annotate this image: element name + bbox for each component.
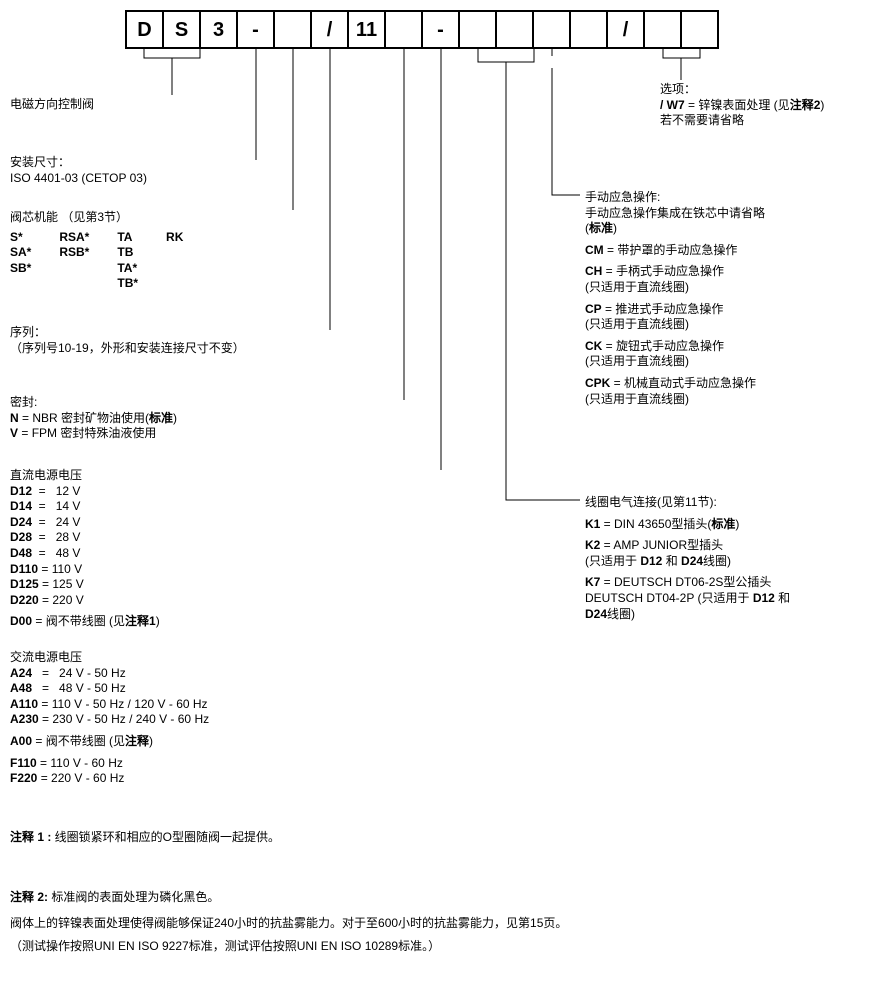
spool-code: RK bbox=[166, 230, 183, 246]
note-2-p1: 阀体上的锌镍表面处理使得阀能够保证240小时的抗盐雾能力。对于至600小时的抗盐… bbox=[10, 916, 850, 932]
code-box bbox=[680, 10, 719, 49]
option-omit: 若不需要请省略 bbox=[660, 113, 860, 129]
code-box: D bbox=[125, 10, 164, 49]
note: (只适用于 D12 和 D24线圈) bbox=[585, 554, 865, 570]
heading: 选项： bbox=[660, 82, 860, 98]
code-box: 3 bbox=[199, 10, 238, 49]
section-dc-voltage: 直流电源电压 D12 = 12 VD14 = 14 VD24 = 24 VD28… bbox=[10, 468, 160, 630]
code-box: / bbox=[606, 10, 645, 49]
spool-code: S* bbox=[10, 230, 31, 246]
voltage-row: A48 = 48 V - 50 Hz bbox=[10, 681, 209, 697]
ordering-code-diagram: D S 3 - / 11 - / bbox=[0, 0, 878, 984]
voltage-row: D125 = 125 V bbox=[10, 577, 160, 593]
section-ac-voltage: 交流电源电压 A24 = 24 V - 50 HzA48 = 48 V - 50… bbox=[10, 650, 209, 787]
code-box bbox=[532, 10, 571, 49]
text: 手动应急操作集成在铁芯中请省略 (标准) bbox=[585, 206, 865, 237]
code-box bbox=[458, 10, 497, 49]
note: (只适用于直流线圈) bbox=[585, 354, 865, 370]
code-box: S bbox=[162, 10, 201, 49]
heading: 序列： bbox=[10, 325, 245, 341]
heading: 交流电源电压 bbox=[10, 650, 209, 666]
code-box: - bbox=[421, 10, 460, 49]
heading: 手动应急操作: bbox=[585, 190, 865, 206]
note: (只适用于直流线圈) bbox=[585, 280, 865, 296]
spool-code: SA* bbox=[10, 245, 31, 261]
label-valve-type: 电磁方向控制阀 bbox=[10, 97, 94, 113]
code-box bbox=[273, 10, 312, 49]
section-spool: 阀芯机能 （见第3节） S* SA* SB* RSA* RSB* TA TB T… bbox=[10, 210, 183, 292]
seal-row: N = NBR 密封矿物油使用(标准) bbox=[10, 411, 177, 427]
section-mounting: 安装尺寸： ISO 4401-03 (CETOP 03) bbox=[10, 155, 147, 186]
code-box bbox=[495, 10, 534, 49]
coil-row: K2 = AMP JUNIOR型插头 bbox=[585, 538, 865, 554]
voltage-row: A110 = 110 V - 50 Hz / 120 V - 60 Hz bbox=[10, 697, 209, 713]
code-box bbox=[643, 10, 682, 49]
note-2-p2: （测试操作按照UNI EN ISO 9227标准，测试评估按照UNI EN IS… bbox=[10, 939, 850, 955]
spool-code: TB bbox=[117, 245, 138, 261]
note-2: 注释 2: 标准阀的表面处理为磷化黑色。 阀体上的锌镍表面处理使得阀能够保证24… bbox=[10, 890, 850, 955]
heading: 密封: bbox=[10, 395, 177, 411]
section-manual-override: 手动应急操作: 手动应急操作集成在铁芯中请省略 (标准) CM = 带护罩的手动… bbox=[585, 190, 865, 407]
override-row: CK = 旋钮式手动应急操作 bbox=[585, 339, 865, 355]
voltage-row: D28 = 28 V bbox=[10, 530, 160, 546]
seal-row: V = FPM 密封特殊油液使用 bbox=[10, 426, 177, 442]
override-row: CH = 手柄式手动应急操作 bbox=[585, 264, 865, 280]
heading: 阀芯机能 （见第3节） bbox=[10, 210, 183, 226]
code-box: 11 bbox=[347, 10, 386, 49]
voltage-row: D24 = 24 V bbox=[10, 515, 160, 531]
voltage-row: F220 = 220 V - 60 Hz bbox=[10, 771, 209, 787]
note: (只适用于直流线圈) bbox=[585, 392, 865, 408]
section-coil-connection: 线圈电气连接(见第11节): K1 = DIN 43650型插头(标准) K2 … bbox=[585, 495, 865, 622]
note-1: 注释 1 : 线圈锁紧环和相应的O型圈随阀一起提供。 bbox=[10, 830, 310, 846]
override-row: CP = 推进式手动应急操作 bbox=[585, 302, 865, 318]
voltage-row: D110 = 110 V bbox=[10, 562, 160, 578]
code-boxes: D S 3 - / 11 - / bbox=[125, 10, 717, 49]
voltage-row: D220 = 220 V bbox=[10, 593, 160, 609]
voltage-row: A24 = 24 V - 50 Hz bbox=[10, 666, 209, 682]
note: DEUTSCH DT04-2P (只适用于 D12 和 D24线圈) bbox=[585, 591, 865, 622]
override-row: CPK = 机械直动式手动应急操作 bbox=[585, 376, 865, 392]
code-box bbox=[569, 10, 608, 49]
voltage-row: D48 = 48 V bbox=[10, 546, 160, 562]
coil-row: K7 = DEUTSCH DT06-2S型公插头 bbox=[585, 575, 865, 591]
section-seal: 密封: N = NBR 密封矿物油使用(标准) V = FPM 密封特殊油液使用 bbox=[10, 395, 177, 442]
section-series: 序列： （序列号10-19，外形和安装连接尺寸不变） bbox=[10, 325, 245, 356]
code-box: - bbox=[236, 10, 275, 49]
note: (只适用于直流线圈) bbox=[585, 317, 865, 333]
heading: 线圈电气连接(见第11节): bbox=[585, 495, 865, 511]
voltage-row: D14 = 14 V bbox=[10, 499, 160, 515]
override-row: CM = 带护罩的手动应急操作 bbox=[585, 243, 865, 259]
voltage-row: A230 = 230 V - 50 Hz / 240 V - 60 Hz bbox=[10, 712, 209, 728]
voltage-row: F110 = 110 V - 60 Hz bbox=[10, 756, 209, 772]
voltage-row: A00 = 阀不带线圈 (见注释) bbox=[10, 734, 209, 750]
code-box: / bbox=[310, 10, 349, 49]
value: （序列号10-19，外形和安装连接尺寸不变） bbox=[10, 341, 245, 357]
voltage-row: D12 = 12 V bbox=[10, 484, 160, 500]
spool-code: TA* bbox=[117, 261, 138, 277]
spool-code: RSB* bbox=[59, 245, 89, 261]
spool-code: RSA* bbox=[59, 230, 89, 246]
spool-code: TA bbox=[117, 230, 138, 246]
section-options: 选项： / W7 = 锌镍表面处理 (见注释2) 若不需要请省略 bbox=[660, 82, 860, 129]
code-box bbox=[384, 10, 423, 49]
heading: 直流电源电压 bbox=[10, 468, 160, 484]
heading: 安装尺寸： bbox=[10, 155, 147, 171]
voltage-row: D00 = 阀不带线圈 (见注释1) bbox=[10, 614, 160, 630]
option-row: / W7 = 锌镍表面处理 (见注释2) bbox=[660, 98, 860, 114]
coil-row: K1 = DIN 43650型插头(标准) bbox=[585, 517, 865, 533]
value: ISO 4401-03 (CETOP 03) bbox=[10, 171, 147, 187]
spool-code: TB* bbox=[117, 276, 138, 292]
spool-code: SB* bbox=[10, 261, 31, 277]
